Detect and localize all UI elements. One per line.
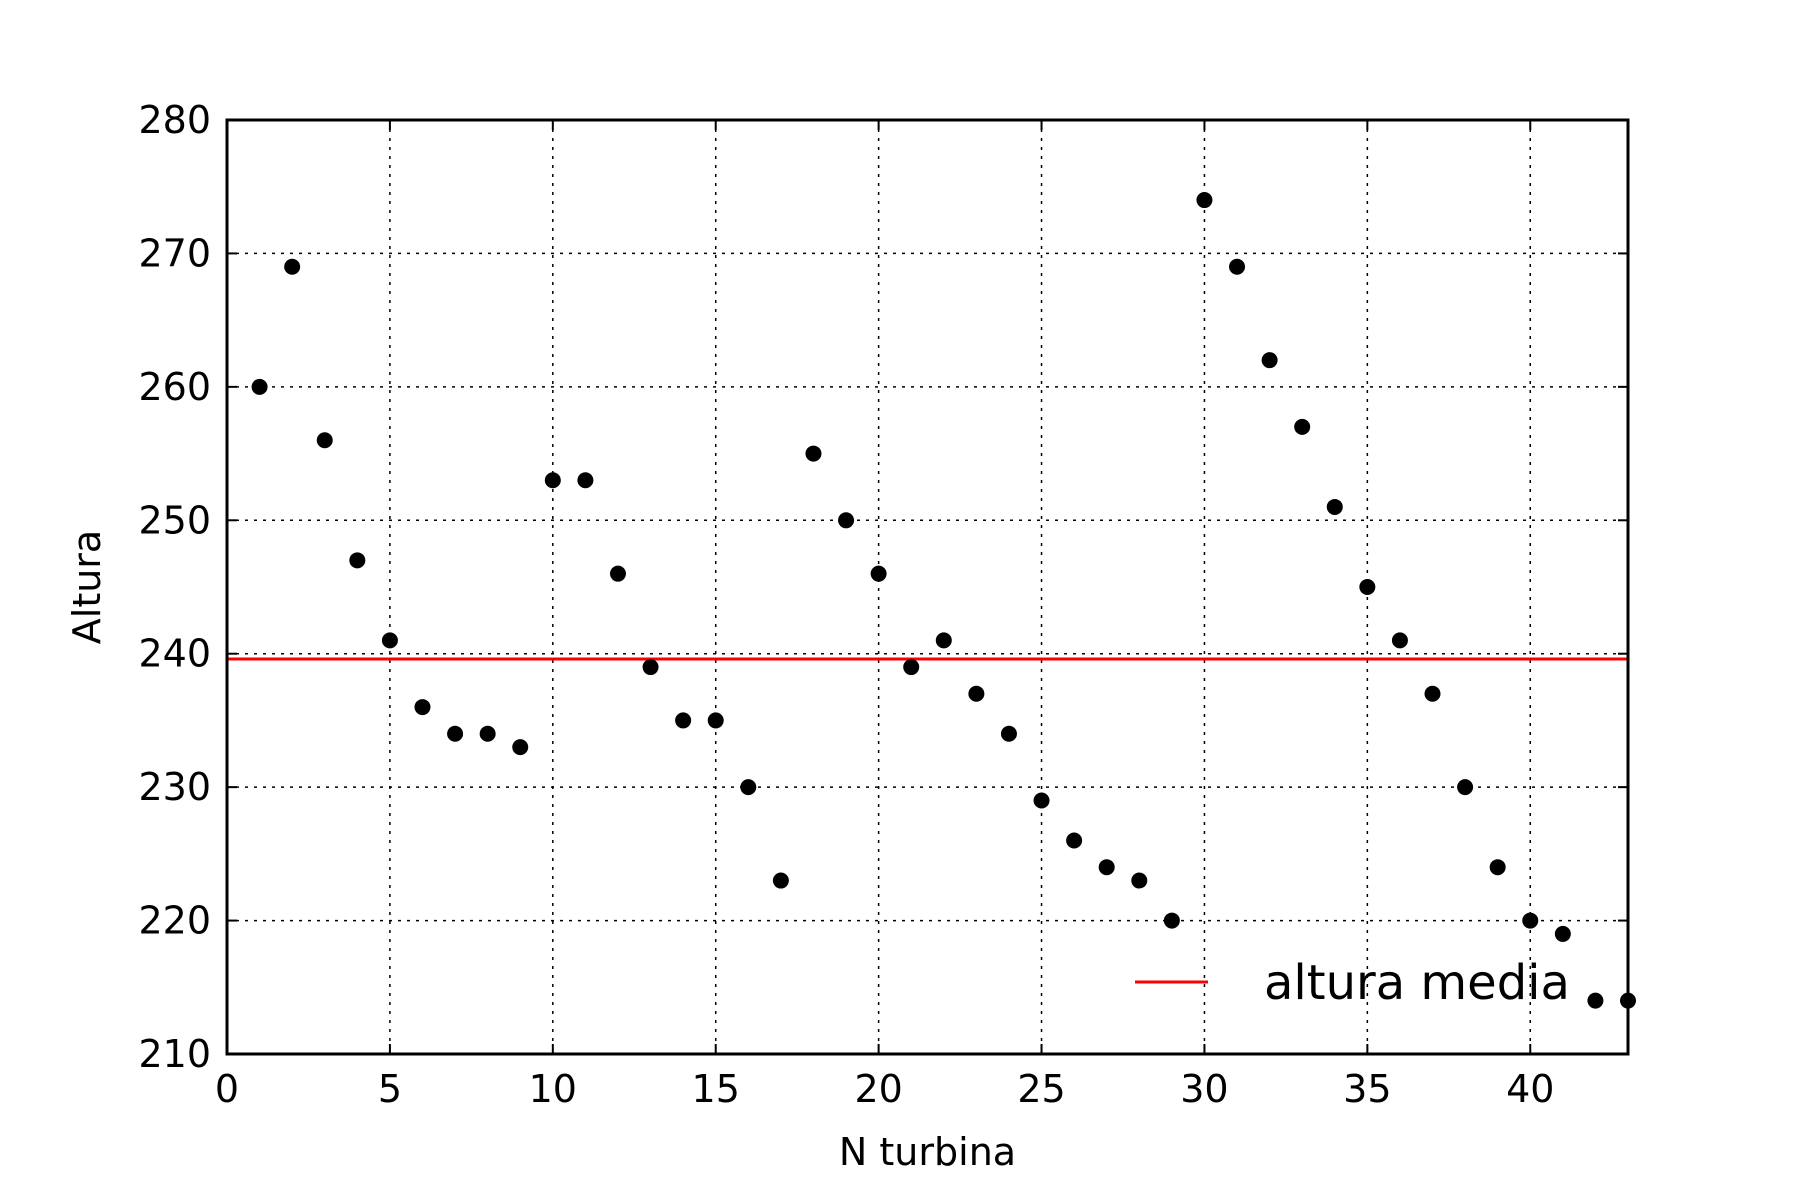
x-tick-label: 35	[1343, 1067, 1391, 1111]
data-point	[1098, 859, 1115, 876]
x-tick-label: 0	[215, 1067, 239, 1111]
x-axis-ticks: 0 5 10 15 20 25 30 35 40	[215, 120, 1554, 1111]
data-point	[609, 565, 626, 582]
y-tick-label: 270	[138, 231, 211, 275]
data-point	[316, 432, 333, 449]
y-axis-ticks: 210 220 230 240 250 260 270 280	[138, 98, 1628, 1076]
data-point	[968, 685, 985, 702]
data-point	[935, 632, 952, 649]
data-point	[544, 472, 561, 489]
x-tick-label: 20	[854, 1067, 902, 1111]
data-point	[838, 512, 855, 529]
y-tick-label: 250	[138, 498, 211, 542]
data-point	[675, 712, 692, 729]
data-point	[772, 872, 789, 889]
plot-frame	[225, 118, 1630, 1056]
data-point	[251, 378, 268, 395]
scatter-points	[251, 192, 1636, 1009]
data-point	[1229, 258, 1246, 275]
legend: altura media	[1135, 955, 1570, 1011]
data-point	[1163, 912, 1180, 929]
data-point	[1066, 832, 1083, 849]
data-point	[903, 659, 920, 676]
legend-label-altura-media: altura media	[1264, 955, 1570, 1011]
data-point	[1359, 579, 1376, 595]
y-tick-label: 210	[138, 1032, 211, 1076]
data-point	[512, 739, 529, 756]
data-point	[1522, 912, 1539, 929]
x-tick-label: 25	[1017, 1067, 1065, 1111]
data-point	[1033, 792, 1050, 809]
data-point	[284, 258, 301, 275]
y-tick-label: 240	[138, 632, 211, 676]
data-point	[1457, 779, 1474, 796]
x-tick-label: 5	[378, 1067, 402, 1111]
grid-lines	[227, 120, 1628, 1054]
data-point	[1261, 352, 1278, 369]
data-point	[1489, 859, 1506, 876]
x-axis-label: N turbina	[839, 1130, 1016, 1174]
data-point	[870, 565, 887, 582]
y-tick-label: 280	[138, 98, 211, 142]
data-point	[479, 725, 496, 742]
data-point	[1326, 498, 1343, 515]
data-point	[1424, 685, 1441, 702]
x-tick-label: 15	[692, 1067, 740, 1111]
data-point	[805, 445, 822, 462]
y-tick-label: 260	[138, 365, 211, 409]
x-tick-label: 40	[1506, 1067, 1554, 1111]
data-point	[1000, 725, 1017, 742]
x-tick-label: 30	[1180, 1067, 1228, 1111]
y-tick-label: 230	[138, 765, 211, 809]
data-point	[1587, 992, 1604, 1009]
data-point	[740, 779, 757, 796]
y-tick-label: 220	[138, 899, 211, 943]
data-point	[1554, 925, 1571, 942]
data-point	[381, 632, 398, 649]
data-point	[1196, 192, 1213, 209]
data-point	[707, 712, 724, 729]
y-axis-label: Altura	[65, 530, 109, 644]
data-point	[414, 699, 431, 716]
x-tick-label: 10	[529, 1067, 577, 1111]
data-point	[349, 552, 366, 569]
data-point	[447, 725, 464, 742]
data-point	[577, 472, 594, 489]
data-point	[1131, 872, 1148, 889]
data-point	[1294, 418, 1311, 435]
data-point	[642, 659, 659, 676]
data-point	[1391, 632, 1408, 649]
